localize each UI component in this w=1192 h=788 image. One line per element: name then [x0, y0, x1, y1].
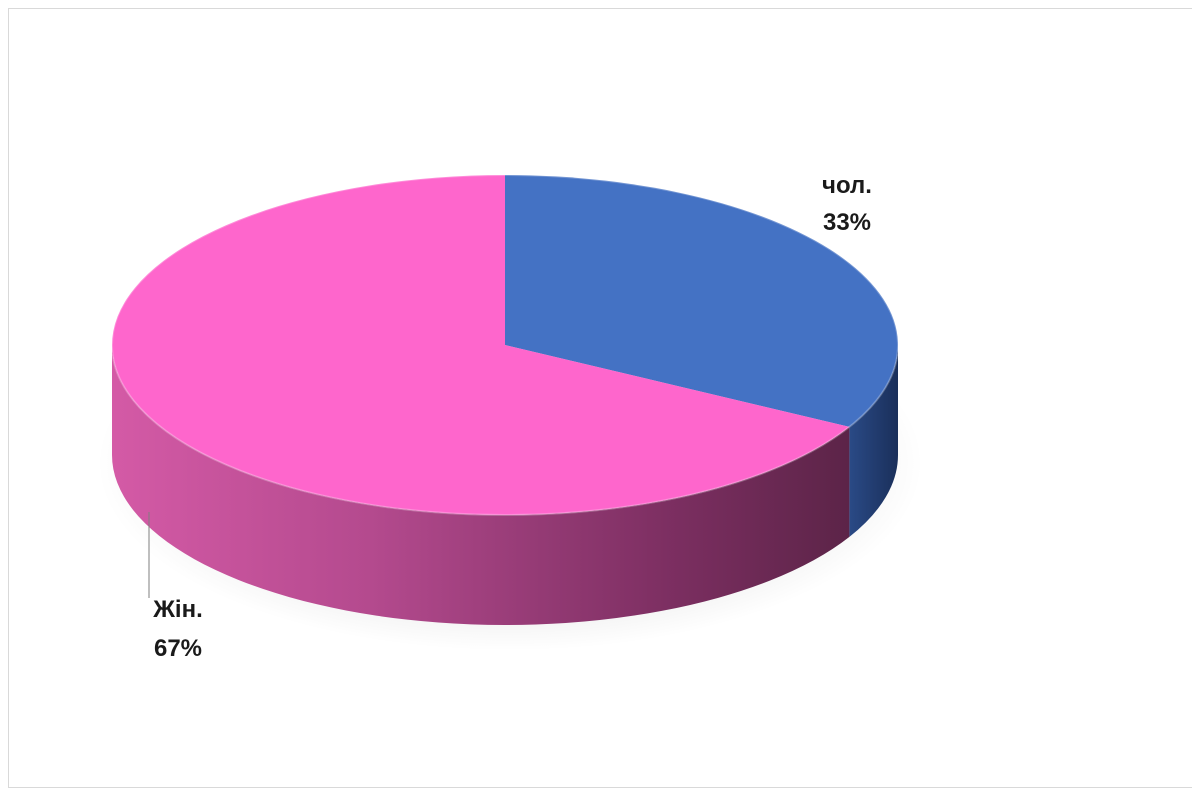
pie-slice-1: [112, 175, 850, 515]
pie-rim: [111, 174, 899, 516]
data-label-category-1: Жін.: [152, 596, 203, 623]
pie-slice-side-0: [849, 345, 898, 537]
pie-slice-0: [505, 175, 899, 427]
pie-slice-side-1: [112, 345, 850, 625]
data-label-value-0: 33%: [823, 209, 871, 236]
data-label-category-0: чол.: [822, 172, 872, 199]
data-label-value-1: 67%: [154, 635, 202, 662]
